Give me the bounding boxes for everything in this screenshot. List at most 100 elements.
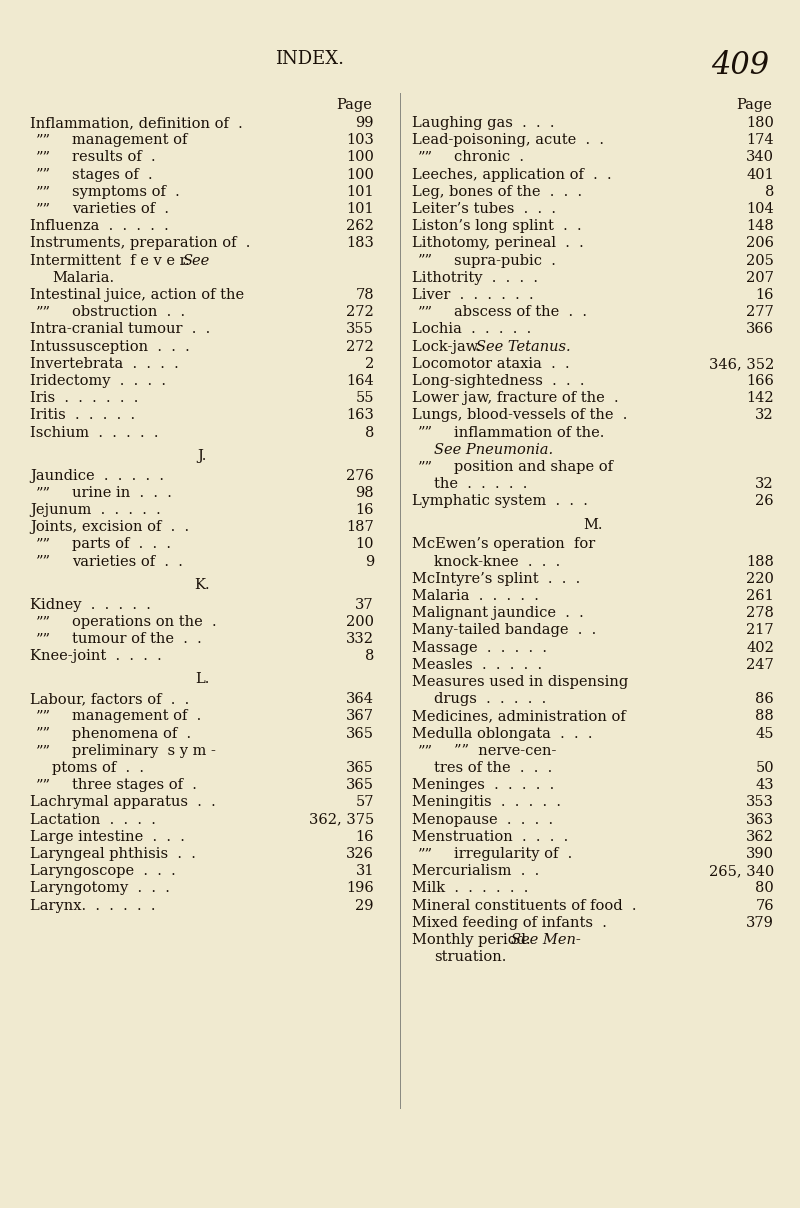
Text: ””: ”” [36, 554, 51, 569]
Text: 101: 101 [346, 185, 374, 199]
Text: Malaria  .  .  .  .  .: Malaria . . . . . [412, 590, 539, 603]
Text: Massage  .  .  .  .  .: Massage . . . . . [412, 640, 547, 655]
Text: ””: ”” [36, 486, 51, 500]
Text: K.: K. [194, 577, 210, 592]
Text: 365: 365 [346, 726, 374, 741]
Text: 326: 326 [346, 847, 374, 861]
Text: 57: 57 [355, 795, 374, 809]
Text: ””: ”” [418, 306, 433, 319]
Text: ””  nerve-cen-: ”” nerve-cen- [454, 744, 556, 757]
Text: tumour of the  .  .: tumour of the . . [72, 632, 202, 646]
Text: McEwen’s operation  for: McEwen’s operation for [412, 538, 595, 551]
Text: Lead-poisoning, acute  .  .: Lead-poisoning, acute . . [412, 133, 604, 147]
Text: 16: 16 [355, 830, 374, 844]
Text: 164: 164 [346, 374, 374, 388]
Text: supra-pubic  .: supra-pubic . [454, 254, 556, 268]
Text: 166: 166 [746, 374, 774, 388]
Text: Lungs, blood-vessels of the  .: Lungs, blood-vessels of the . [412, 408, 627, 423]
Text: 148: 148 [746, 219, 774, 233]
Text: knock-knee  .  .  .: knock-knee . . . [434, 554, 560, 569]
Text: 88: 88 [755, 709, 774, 724]
Text: Measures used in dispensing: Measures used in dispensing [412, 675, 628, 689]
Text: 220: 220 [746, 571, 774, 586]
Text: Lymphatic system  .  .  .: Lymphatic system . . . [412, 494, 588, 509]
Text: urine in  .  .  .: urine in . . . [72, 486, 172, 500]
Text: 277: 277 [746, 306, 774, 319]
Text: 265, 340: 265, 340 [709, 864, 774, 878]
Text: obstruction  .  .: obstruction . . [72, 306, 185, 319]
Text: J.: J. [198, 449, 206, 463]
Text: 353: 353 [746, 795, 774, 809]
Text: 401: 401 [746, 168, 774, 181]
Text: ””: ”” [418, 460, 433, 474]
Text: Kidney  .  .  .  .  .: Kidney . . . . . [30, 598, 151, 611]
Text: Lithotrity  .  .  .  .: Lithotrity . . . . [412, 271, 538, 285]
Text: symptoms of  .: symptoms of . [72, 185, 180, 199]
Text: ””: ”” [418, 425, 433, 440]
Text: See: See [182, 254, 210, 268]
Text: Ischium  .  .  .  .  .: Ischium . . . . . [30, 425, 158, 440]
Text: management of  .: management of . [72, 709, 202, 724]
Text: Leiter’s tubes  .  .  .: Leiter’s tubes . . . [412, 202, 556, 216]
Text: ””: ”” [36, 306, 51, 319]
Text: Meninges  .  .  .  .  .: Meninges . . . . . [412, 778, 554, 792]
Text: ””: ”” [36, 632, 51, 646]
Text: abscess of the  .  .: abscess of the . . [454, 306, 587, 319]
Text: irregularity of  .: irregularity of . [454, 847, 572, 861]
Text: preliminary  s y m -: preliminary s y m - [72, 744, 216, 757]
Text: varieties of  .: varieties of . [72, 202, 169, 216]
Text: position and shape of: position and shape of [454, 460, 613, 474]
Text: 174: 174 [746, 133, 774, 147]
Text: 340: 340 [746, 151, 774, 164]
Text: 276: 276 [346, 469, 374, 483]
Text: ””: ”” [36, 744, 51, 757]
Text: Instruments, preparation of  .: Instruments, preparation of . [30, 237, 250, 250]
Text: 402: 402 [746, 640, 774, 655]
Text: 29: 29 [355, 899, 374, 912]
Text: 101: 101 [346, 202, 374, 216]
Text: 379: 379 [746, 916, 774, 930]
Text: operations on the  .: operations on the . [72, 615, 217, 629]
Text: Lochia  .  .  .  .  .: Lochia . . . . . [412, 323, 531, 336]
Text: 367: 367 [346, 709, 374, 724]
Text: 364: 364 [346, 692, 374, 707]
Text: ””: ”” [36, 615, 51, 629]
Text: 100: 100 [346, 151, 374, 164]
Text: management of: management of [72, 133, 187, 147]
Text: 183: 183 [346, 237, 374, 250]
Text: 188: 188 [746, 554, 774, 569]
Text: ””: ”” [418, 151, 433, 164]
Text: parts of  .  .  .: parts of . . . [72, 538, 171, 551]
Text: INDEX.: INDEX. [275, 50, 345, 68]
Text: Intestinal juice, action of the: Intestinal juice, action of the [30, 288, 244, 302]
Text: 98: 98 [355, 486, 374, 500]
Text: Intussusception  .  .  .: Intussusception . . . [30, 339, 190, 354]
Text: Mineral constituents of food  .: Mineral constituents of food . [412, 899, 637, 912]
Text: stages of  .: stages of . [72, 168, 153, 181]
Text: Liston’s long splint  .  .: Liston’s long splint . . [412, 219, 582, 233]
Text: Iritis  .  .  .  .  .: Iritis . . . . . [30, 408, 135, 423]
Text: 272: 272 [346, 306, 374, 319]
Text: Meningitis  .  .  .  .  .: Meningitis . . . . . [412, 795, 561, 809]
Text: Malaria.: Malaria. [52, 271, 114, 285]
Text: Laryngeal phthisis  .  .: Laryngeal phthisis . . [30, 847, 196, 861]
Text: 200: 200 [346, 615, 374, 629]
Text: ””: ”” [418, 847, 433, 861]
Text: Intermittent  f e v e r.: Intermittent f e v e r. [30, 254, 199, 268]
Text: 207: 207 [746, 271, 774, 285]
Text: 26: 26 [755, 494, 774, 509]
Text: 409: 409 [711, 50, 769, 81]
Text: ””: ”” [36, 709, 51, 724]
Text: 180: 180 [746, 116, 774, 130]
Text: 332: 332 [346, 632, 374, 646]
Text: 206: 206 [746, 237, 774, 250]
Text: Milk  .  .  .  .  .  .: Milk . . . . . . [412, 882, 528, 895]
Text: Iridectomy  .  .  .  .: Iridectomy . . . . [30, 374, 166, 388]
Text: struation.: struation. [434, 951, 506, 964]
Text: 196: 196 [346, 882, 374, 895]
Text: Menopause  .  .  .  .: Menopause . . . . [412, 813, 553, 826]
Text: 99: 99 [355, 116, 374, 130]
Text: Intra-cranial tumour  .  .: Intra-cranial tumour . . [30, 323, 210, 336]
Text: inflammation of the.: inflammation of the. [454, 425, 604, 440]
Text: Page: Page [336, 98, 372, 112]
